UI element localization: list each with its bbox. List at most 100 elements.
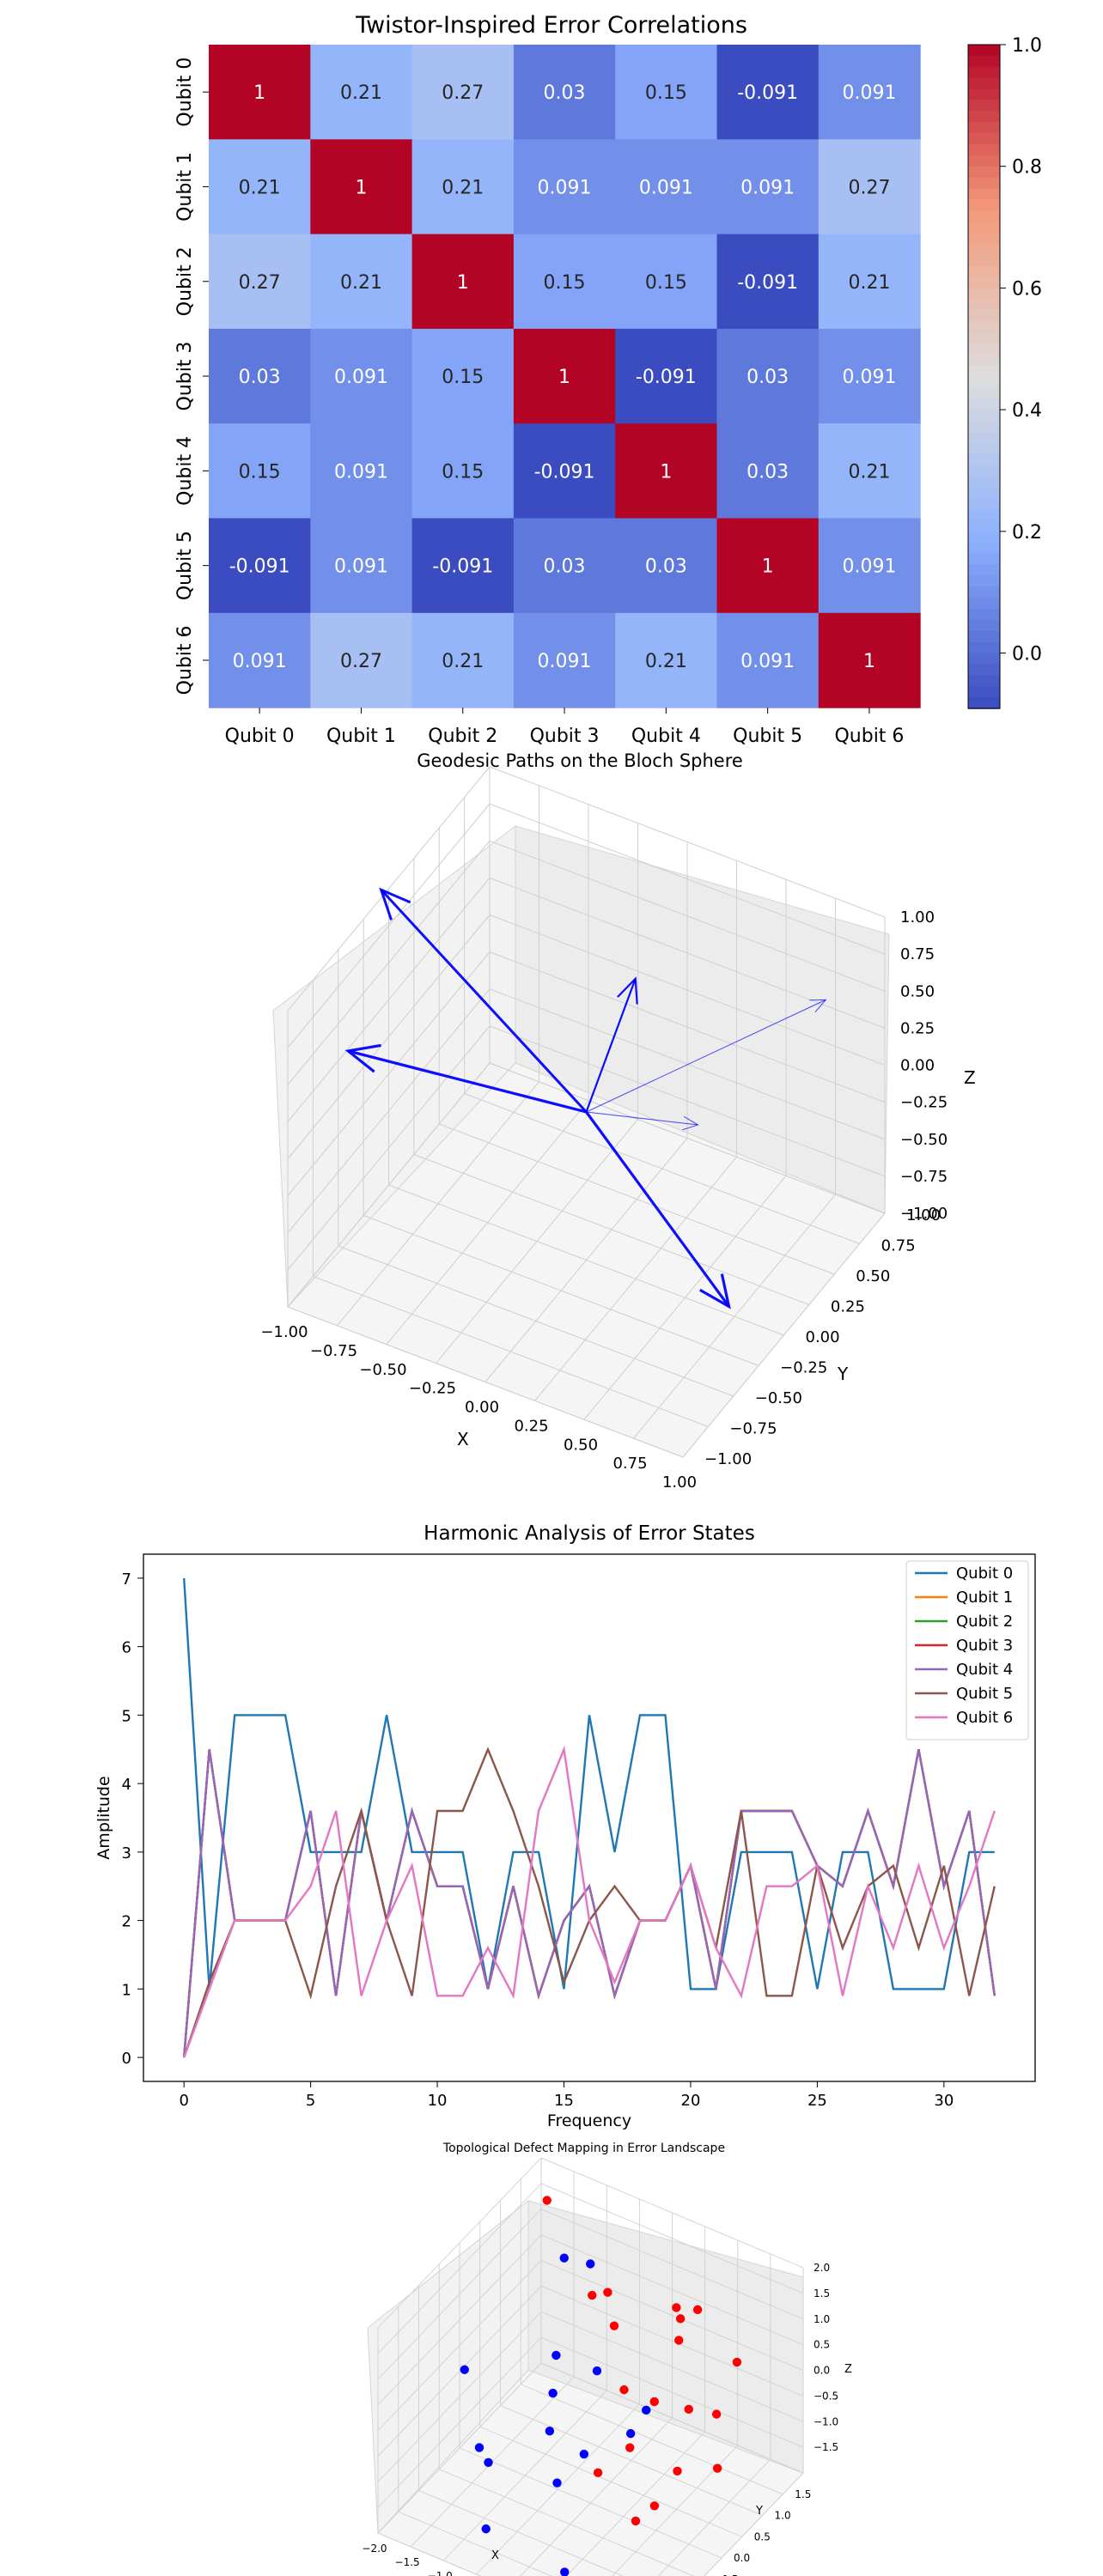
harmonic-xtick-label: 5 <box>306 2092 315 2110</box>
bloch-arrow-shaft <box>585 978 637 1113</box>
heatmap-col-label: Qubit 2 <box>428 726 497 747</box>
bloch-axis-ticks: −1.00−0.75−0.50−0.250.000.250.500.751.00… <box>260 908 948 1492</box>
harmonic-series-line <box>183 1747 996 2058</box>
colorbar-segment <box>968 310 1000 322</box>
colorbar-segment <box>968 343 1000 355</box>
colorbar-segment <box>968 354 1000 367</box>
colorbar-tick-label: 0.8 <box>1012 157 1042 179</box>
bloch-ytick-label: 0.50 <box>856 1267 890 1285</box>
heatmap-cell-label: 0.21 <box>239 177 281 198</box>
defects-grid-line <box>540 2260 804 2371</box>
heatmap-cell <box>209 45 311 140</box>
colorbar-segment <box>968 122 1000 134</box>
heatmap-row-label: Qubit 0 <box>174 58 196 127</box>
heatmap-cell <box>716 518 820 614</box>
defects-point <box>559 2253 569 2263</box>
heatmap-cell <box>411 612 515 708</box>
heatmap-cell-label: 0.03 <box>747 367 789 388</box>
heatmap-cell-label: 0.091 <box>842 556 896 578</box>
defects-grid-line <box>377 2234 542 2405</box>
heatmap-cell-label: 0.21 <box>340 272 382 294</box>
defects-ztick-label: −1.0 <box>814 2415 838 2427</box>
colorbar-tick-label: 0.6 <box>1012 278 1042 300</box>
bloch-grid-line <box>464 1093 860 1244</box>
colorbar-segment <box>968 653 1000 665</box>
bloch-arrow-head <box>699 1273 731 1309</box>
defects-ztick-label: 1.5 <box>814 2287 830 2300</box>
heatmap-cell <box>411 328 515 424</box>
heatmap-row-label: Qubit 5 <box>174 531 196 600</box>
heatmap-cell-label: 0.15 <box>442 367 484 388</box>
heatmap-row-labels: Qubit 0 Qubit 1 Qubit 2 Qubit 3 Qubit 4 Qubit… <box>174 58 209 695</box>
bloch-arrow-head <box>617 976 638 1005</box>
defects-xtick-label: −1.5 <box>395 2556 420 2568</box>
heatmap-cell-label: 1 <box>457 272 469 294</box>
bloch-arrows <box>344 887 827 1309</box>
defects-grid-line <box>521 2384 783 2495</box>
heatmap-cell-label: 0.21 <box>848 461 890 483</box>
harmonic-xtick-label: 20 <box>681 2092 701 2110</box>
harmonic-legend-label: Qubit 2 <box>956 1613 1013 1631</box>
defect-scatter-chart: Topological Defect Mapping in Error Land… <box>362 2142 852 2576</box>
bloch-ztick-label: 0.25 <box>900 1019 935 1037</box>
colorbar-segment <box>968 410 1000 422</box>
bloch-ytick-label: 0.25 <box>831 1298 865 1316</box>
defects-grid-line <box>540 2183 804 2294</box>
defects-ztick-label: −0.5 <box>814 2390 838 2402</box>
heatmap-cell <box>513 328 616 424</box>
bloch-ztick-label: 0.00 <box>900 1057 935 1075</box>
heatmap-cell-label: 0.15 <box>544 272 586 294</box>
bloch-quiver-chart: Geodesic Paths on the Bloch Sphere −1.00… <box>260 750 975 1492</box>
heatmap-cell <box>310 423 413 519</box>
heatmap-row-label: Qubit 3 <box>174 342 196 411</box>
heatmap-cell <box>310 612 413 708</box>
harmonic-xtick-label: 0 <box>179 2092 188 2110</box>
colorbar-segment <box>968 111 1000 123</box>
defects-point <box>675 2314 686 2324</box>
bloch-ytick-label: −1.00 <box>704 1450 752 1468</box>
colorbar-tick-label: 0.4 <box>1012 400 1042 422</box>
defects-point <box>625 2428 636 2439</box>
colorbar-segment <box>968 686 1000 698</box>
defects-grid-line <box>657 2458 771 2576</box>
bloch-xtick-label: 0.75 <box>612 1455 647 1473</box>
defects-point <box>631 2516 641 2526</box>
colorbar-segment <box>968 331 1000 344</box>
heatmap-cell-label: 0.03 <box>544 82 586 104</box>
defects-point <box>560 2567 570 2576</box>
colorbar-segment <box>968 575 1000 588</box>
harmonic-legend-box <box>905 1560 1029 1741</box>
bloch-xtick-label: 0.50 <box>564 1436 598 1454</box>
defects-point <box>579 2449 589 2459</box>
harmonic-ytick-label: 5 <box>122 1707 131 1725</box>
bloch-ztick-label: −1.00 <box>900 1205 948 1223</box>
bloch-ytick-label: −0.75 <box>729 1420 777 1438</box>
heatmap-cell-label: 0.27 <box>340 651 382 672</box>
defects-grid-line <box>540 2362 804 2474</box>
bloch-grid-line <box>534 1157 737 1401</box>
harmonic-ytick-label: 6 <box>122 1639 131 1657</box>
harmonic-series-line <box>183 1745 996 2058</box>
defects-grid-line <box>377 2208 542 2380</box>
bloch-title: Geodesic Paths on the Bloch Sphere <box>417 750 743 771</box>
colorbar-segment <box>968 188 1000 201</box>
heatmap-cell-label: 0.091 <box>842 367 896 388</box>
bloch-ztick-label: −0.75 <box>900 1168 948 1186</box>
defects-grid-line <box>377 2532 482 2576</box>
bloch-grid-line <box>583 1175 787 1420</box>
defects-point <box>603 2287 612 2297</box>
harmonic-series-line <box>183 1749 996 2058</box>
bloch-xtick-label: −0.50 <box>359 1361 406 1379</box>
bloch-xtick-label: 1.00 <box>662 1473 697 1492</box>
defects-grid-line <box>540 2208 804 2320</box>
heatmap-row-label: Qubit 1 <box>174 152 196 222</box>
colorbar-segment <box>968 45 1000 57</box>
colorbar-segment <box>968 431 1000 444</box>
heatmap-cell <box>310 139 413 235</box>
heatmap-col-label: Qubit 3 <box>530 726 600 747</box>
harmonic-ytick-label: 7 <box>122 1571 131 1589</box>
defects-point <box>484 2458 493 2467</box>
defects-point <box>684 2404 693 2415</box>
bloch-arrow-head <box>344 1043 381 1073</box>
heatmap-col-label: Qubit 4 <box>631 726 701 747</box>
